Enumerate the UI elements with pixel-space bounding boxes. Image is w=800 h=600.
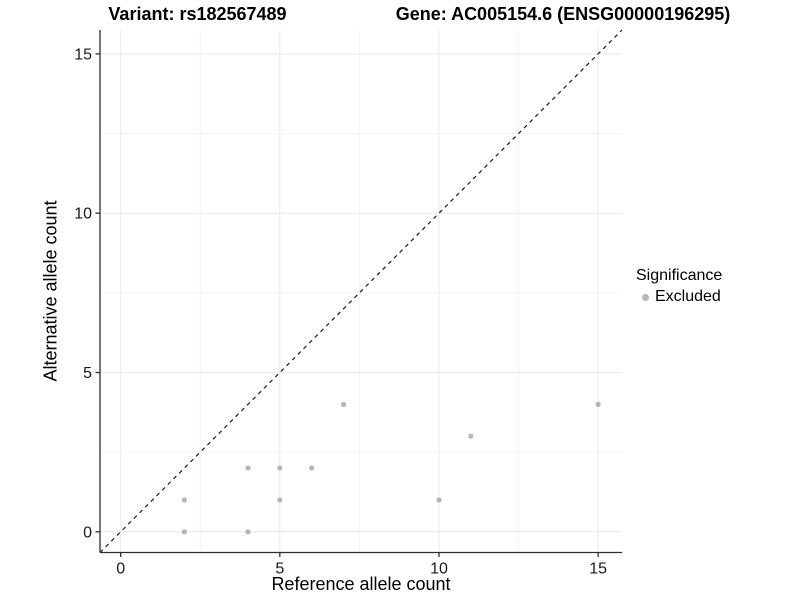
data-point (181, 529, 187, 535)
data-point (436, 497, 442, 503)
data-point (245, 465, 251, 471)
data-point (595, 401, 601, 407)
variant-title: Variant: rs182567489 (108, 4, 287, 24)
identity-line (99, 29, 623, 553)
gene-title: Gene: AC005154.6 (ENSG00000196295) (395, 4, 731, 24)
x-tick-label: 5 (275, 561, 284, 578)
x-axis-title: Reference allele count (271, 574, 451, 594)
legend-item-label: Excluded (655, 288, 721, 305)
data-point (309, 465, 315, 471)
data-point (277, 497, 283, 503)
legend: Significance Excluded (636, 266, 722, 306)
y-tick-label: 10 (74, 206, 92, 223)
legend-item-excluded: Excluded (636, 288, 722, 306)
x-tick-label: 0 (116, 561, 125, 578)
data-point (245, 529, 251, 535)
y-tick-label: 5 (83, 365, 92, 382)
data-point (181, 497, 187, 503)
y-tick-label: 0 (83, 524, 92, 541)
excluded-marker-icon (642, 293, 649, 301)
y-tick-label: 15 (74, 46, 92, 63)
x-tick-label: 10 (430, 561, 448, 578)
data-point (277, 465, 283, 471)
y-axis-title: Alternative allele count (40, 200, 61, 382)
data-point (340, 401, 347, 407)
data-point (468, 433, 474, 439)
x-tick-label: 15 (589, 561, 607, 578)
legend-title: Significance (636, 267, 723, 284)
